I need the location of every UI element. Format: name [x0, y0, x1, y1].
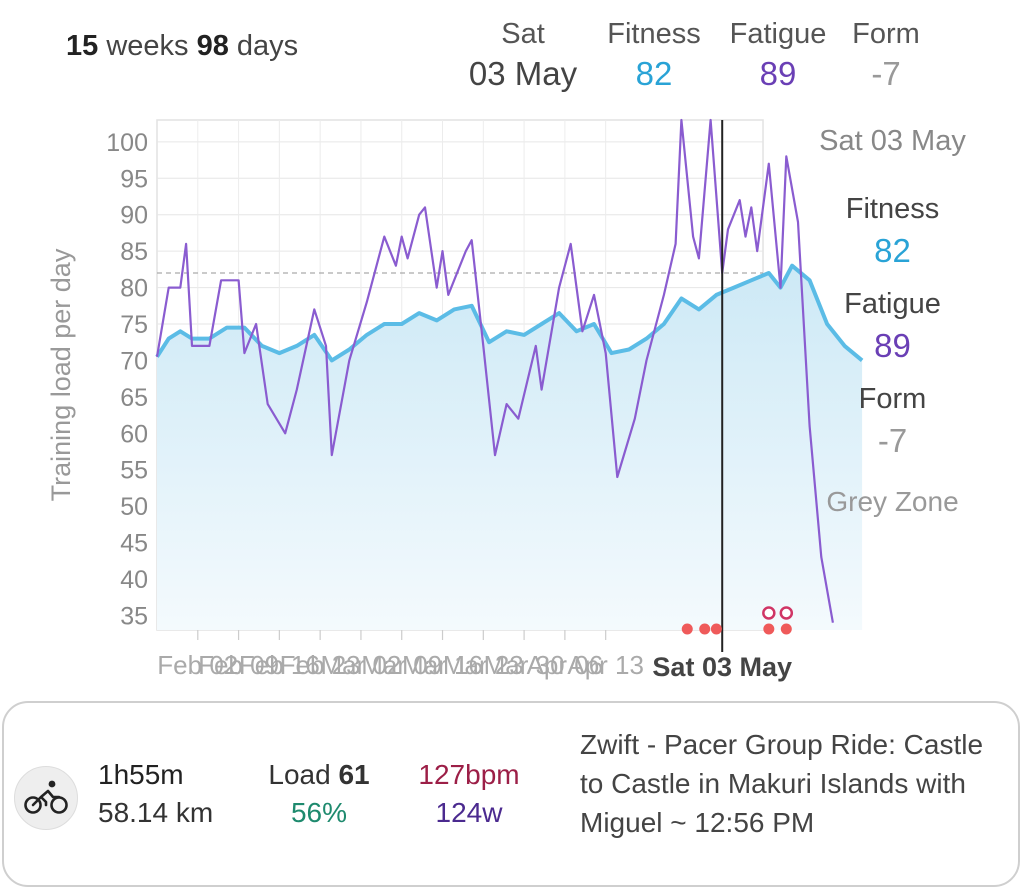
y-tick-label: 40 — [120, 566, 148, 594]
weeks-value: 15 — [66, 30, 99, 62]
y-tick-label: 75 — [120, 311, 148, 339]
training-load-chart[interactable]: 100 95 90 85 80 75 70 65 60 55 50 45 40 35 Feb 02 Feb 0… — [0, 0, 1024, 700]
activity-marker — [681, 623, 693, 635]
x-tick-label: Mar 30 — [484, 650, 565, 680]
x-tick-label: Apr 06 — [527, 650, 604, 680]
side-form-label: Form — [858, 383, 927, 415]
y-tick-label: 70 — [120, 347, 148, 375]
days-value: 98 — [196, 30, 229, 62]
header-fitness-label: Fitness — [607, 18, 701, 50]
x-tick-label: Feb 23 — [280, 650, 361, 680]
y-axis-title: Training load per day — [46, 248, 76, 501]
x-tick-label: Feb 16 — [239, 650, 320, 680]
header-fitness: Fitness 82 — [598, 18, 710, 93]
x-tick-label: Mar 02 — [320, 650, 401, 680]
x-tick-label: Feb 02 — [157, 650, 238, 680]
header-day-name: Sat — [501, 18, 545, 50]
duration-summary: 15 weeks 98 days — [66, 30, 298, 63]
activity-duration: 1h55m — [98, 759, 184, 790]
x-tick-label: Apr 13 — [567, 650, 644, 680]
y-tick-label: 95 — [120, 165, 148, 193]
activity-marker — [780, 623, 792, 635]
x-tick-label: Mar 09 — [361, 650, 442, 680]
y-tick-label: 90 — [120, 202, 148, 230]
x-tick-label: Feb 09 — [198, 650, 279, 680]
header-form-label: Form — [852, 18, 920, 50]
side-zone: Grey Zone — [826, 486, 959, 517]
y-tick-label: 50 — [120, 493, 148, 521]
activity-title[interactable]: Zwift - Pacer Group Ride: Castle to Cast… — [580, 729, 984, 838]
side-form-value: -7 — [877, 422, 908, 459]
y-tick-label: 65 — [120, 384, 148, 412]
side-fitness-value: 82 — [874, 232, 911, 269]
side-date: Sat 03 May — [819, 125, 966, 157]
selected-day-label: Sat 03 May — [652, 652, 792, 682]
fatigue-line — [155, 118, 834, 623]
x-tick-label: Mar 23 — [443, 650, 524, 680]
activity-load-percent: 56% — [290, 797, 348, 828]
header-fatigue-label: Fatigue — [729, 18, 827, 50]
activity-distance: 58.14 km — [98, 797, 214, 828]
fitness-line — [155, 263, 864, 363]
activity-marker — [699, 623, 711, 635]
y-tick-label: 55 — [120, 457, 148, 485]
y-tick-label: 60 — [120, 420, 148, 448]
activity-marker-ring — [762, 606, 776, 620]
header-fatigue: Fatigue 89 — [722, 18, 834, 93]
header-fitness-value: 82 — [635, 55, 673, 92]
days-unit: days — [236, 30, 299, 62]
activity-load: Load 61 56% — [254, 759, 384, 829]
y-tick-label: 85 — [120, 238, 148, 266]
y-tick-label: 100 — [106, 129, 148, 157]
header-form: Form -7 — [838, 18, 934, 93]
selected-day-panel: Sat 03 May Fitness 82 Fatigue 89 Form -7… — [800, 125, 985, 518]
side-fitness-label: Fitness — [845, 193, 940, 225]
activity-load-value: 61 — [338, 759, 370, 790]
side-fatigue-label: Fatigue — [844, 288, 941, 320]
bicycle-icon — [14, 766, 78, 830]
y-tick-label: 35 — [120, 602, 148, 630]
header-form-value: -7 — [871, 55, 901, 92]
y-tick-label: 45 — [120, 530, 148, 558]
activity-card[interactable]: 1h55m 58.14 km Load 61 56% 127bpm 124w Z… — [2, 701, 1020, 887]
activity-time-distance: 1h55m 58.14 km — [98, 759, 213, 829]
x-tick-label: Mar 16 — [402, 650, 483, 680]
activity-marker — [710, 623, 722, 635]
activity-marker — [763, 623, 775, 635]
activity-marker-ring — [779, 606, 794, 620]
header-fatigue-value: 89 — [759, 55, 797, 92]
activity-load-label: Load — [268, 759, 331, 790]
header-date-value: 03 May — [468, 55, 578, 92]
activity-power: 124w — [435, 797, 503, 828]
side-fatigue-value: 89 — [874, 327, 911, 364]
y-tick-label: 80 — [120, 275, 148, 303]
fitness-area — [157, 265, 863, 630]
activity-metrics: 127bpm 124w — [404, 759, 534, 829]
weeks-unit: weeks — [106, 30, 189, 62]
activity-heart-rate: 127bpm — [418, 759, 520, 790]
header-date: Sat 03 May — [450, 18, 596, 93]
